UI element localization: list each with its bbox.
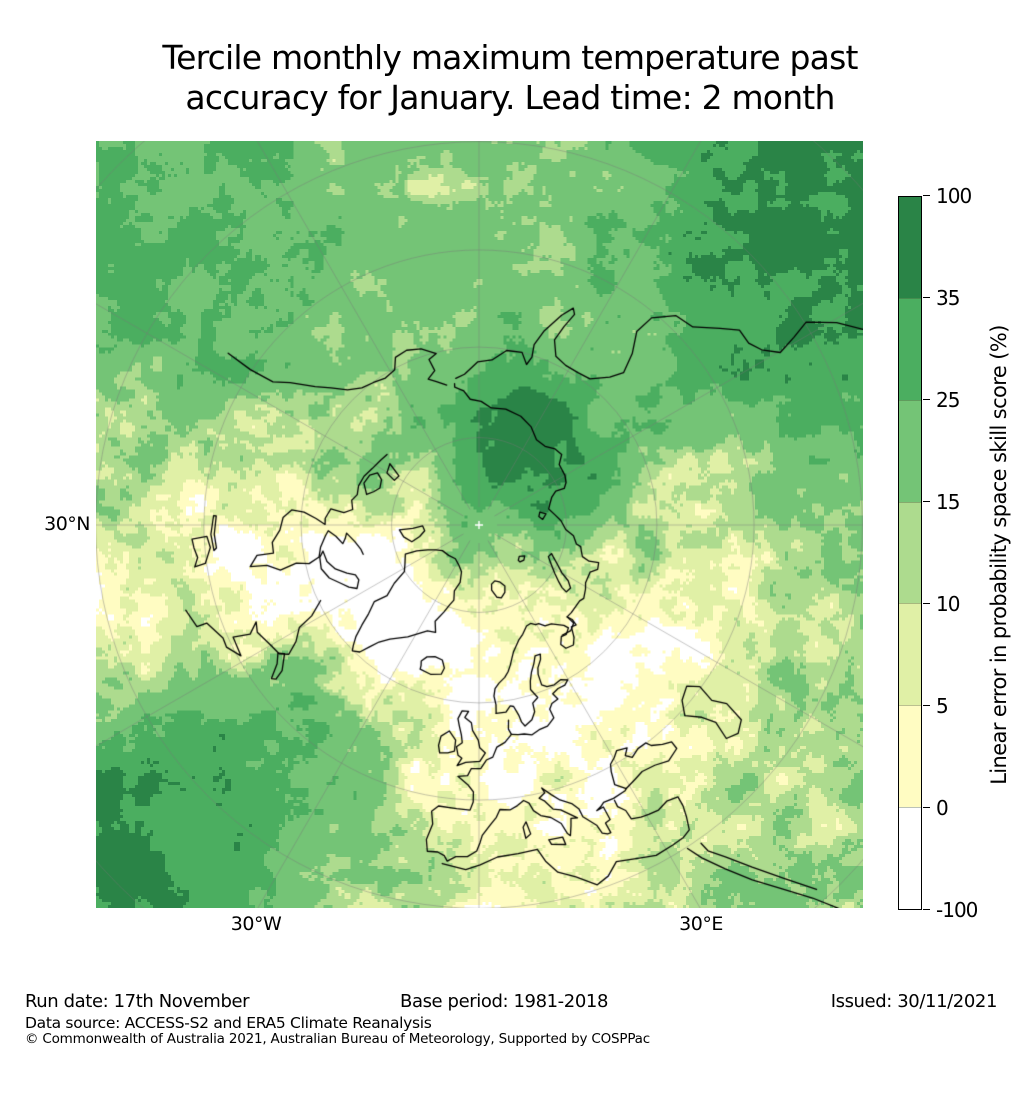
coastline-graticule-canvas [96,141,863,908]
colorbar-segment [899,399,921,502]
colorbar-tick [923,297,930,299]
lon-tick-label-30w: 30°W [230,913,282,935]
colorbar-tick-label: 15 [936,490,960,514]
colorbar-segment [899,603,921,706]
colorbar-tick [923,807,930,809]
colorbar-tick [923,705,930,707]
colorbar-tick [923,603,930,605]
colorbar-tick [923,399,930,401]
colorbar-segment [899,705,921,808]
map-area [96,141,863,908]
colorbar-tick-label: 5 [936,694,949,718]
colorbar-tick-label: -100 [936,898,978,922]
colorbar-segment [899,297,921,400]
colorbar-label: Linear error in probability space skill … [987,325,1011,785]
colorbar-tick-label: 100 [936,184,972,208]
chart-title: Tercile monthly maximum temperature past… [0,38,1020,118]
colorbar-segment [899,807,921,910]
data-source-text: Data source: ACCESS-S2 and ERA5 Climate … [25,1014,432,1032]
colorbar-tick [923,501,930,503]
issued-text: Issued: 30/11/2021 [830,991,998,1012]
copyright-text: © Commonwealth of Australia 2021, Austra… [25,1031,650,1047]
colorbar-tick-label: 25 [936,388,960,412]
colorbar-tick-label: 10 [936,592,960,616]
colorbar-segment [899,501,921,604]
colorbar-tick [923,195,930,197]
base-period-text: Base period: 1981-2018 [400,991,608,1012]
chart-title-line1: Tercile monthly maximum temperature past [162,38,858,77]
lon-tick-label-30e: 30°E [679,913,723,935]
colorbar-tick-label: 35 [936,286,960,310]
colorbar-tick [923,909,930,911]
colorbar [898,196,922,910]
chart-title-line2: accuracy for January. Lead time: 2 month [185,78,835,117]
run-date-text: Run date: 17th November [25,991,250,1012]
lat-tick-label-30n: 30°N [44,513,90,535]
colorbar-tick-label: 0 [936,796,949,820]
colorbar-segment [899,197,921,298]
